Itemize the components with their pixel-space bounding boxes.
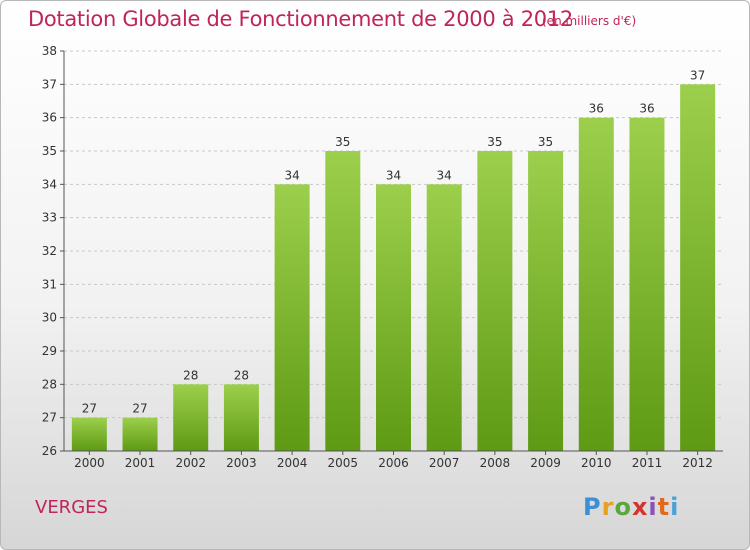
bar-value-label: 34	[437, 168, 452, 182]
bar-2011	[629, 117, 665, 452]
bar-value-label: 36	[639, 102, 654, 116]
y-tick-label: 34	[42, 177, 57, 191]
y-tick-label: 31	[42, 277, 57, 291]
x-tick-label: 2007	[429, 456, 460, 470]
bar-value-label: 35	[538, 135, 553, 149]
y-tick-label: 33	[42, 211, 57, 225]
bar-2000	[71, 417, 107, 451]
x-tick-label: 2006	[378, 456, 409, 470]
bar-2012	[680, 84, 716, 451]
bar-value-label: 28	[234, 368, 249, 382]
x-tick-label: 2003	[226, 456, 257, 470]
logo-letter: i	[648, 493, 658, 521]
x-tick-label: 2005	[328, 456, 359, 470]
y-tick-label: 29	[42, 344, 57, 358]
logo-letter: P	[583, 493, 602, 521]
bar-value-label: 37	[690, 68, 705, 82]
bar-2004	[274, 184, 310, 452]
bar-value-label: 28	[183, 368, 198, 382]
bar-2002	[173, 384, 209, 451]
bar-2003	[223, 384, 259, 451]
x-tick-label: 2012	[682, 456, 713, 470]
x-tick-label: 2000	[74, 456, 105, 470]
commune-name: VERGES	[35, 497, 108, 518]
x-tick-label: 2002	[175, 456, 206, 470]
y-tick-label: 35	[42, 144, 57, 158]
logo-letter: i	[670, 493, 680, 521]
bar-value-label: 36	[589, 102, 604, 116]
y-tick-label: 37	[42, 77, 57, 91]
x-tick-label: 2001	[125, 456, 156, 470]
bar-value-label: 35	[335, 135, 350, 149]
logo-letter: t	[657, 493, 671, 521]
x-tick-label: 2008	[480, 456, 511, 470]
bar-2001	[122, 417, 158, 451]
bar-2008	[477, 151, 513, 451]
proxiti-logo[interactable]: Proxiti	[583, 493, 679, 521]
logo-letter: o	[614, 493, 632, 521]
bar-2010	[578, 117, 614, 452]
bar-value-label: 34	[284, 168, 299, 182]
x-tick-label: 2011	[632, 456, 663, 470]
x-tick-label: 2004	[277, 456, 308, 470]
y-tick-label: 38	[42, 44, 57, 58]
bar-2009	[528, 151, 564, 451]
y-tick-label: 32	[42, 244, 57, 258]
y-tick-label: 28	[42, 377, 57, 391]
bar-value-label: 35	[487, 135, 502, 149]
logo-letter: x	[631, 493, 649, 521]
bar-value-label: 27	[82, 402, 97, 416]
chart-unit-label: (en milliers d'€)	[542, 14, 637, 28]
y-tick-label: 30	[42, 311, 57, 325]
bar-2006	[376, 184, 411, 452]
bar-2005	[325, 151, 361, 451]
x-tick-label: 2009	[530, 456, 561, 470]
y-tick-label: 26	[42, 444, 57, 458]
bar-value-label: 27	[132, 402, 147, 416]
chart-title: Dotation Globale de Fonctionnement de 20…	[28, 7, 573, 31]
bar-2007	[426, 184, 462, 452]
logo-letter: r	[601, 493, 615, 521]
x-tick-label: 2010	[581, 456, 612, 470]
y-tick-label: 27	[42, 411, 57, 425]
y-tick-label: 36	[42, 111, 57, 125]
bar-value-label: 34	[386, 168, 401, 182]
